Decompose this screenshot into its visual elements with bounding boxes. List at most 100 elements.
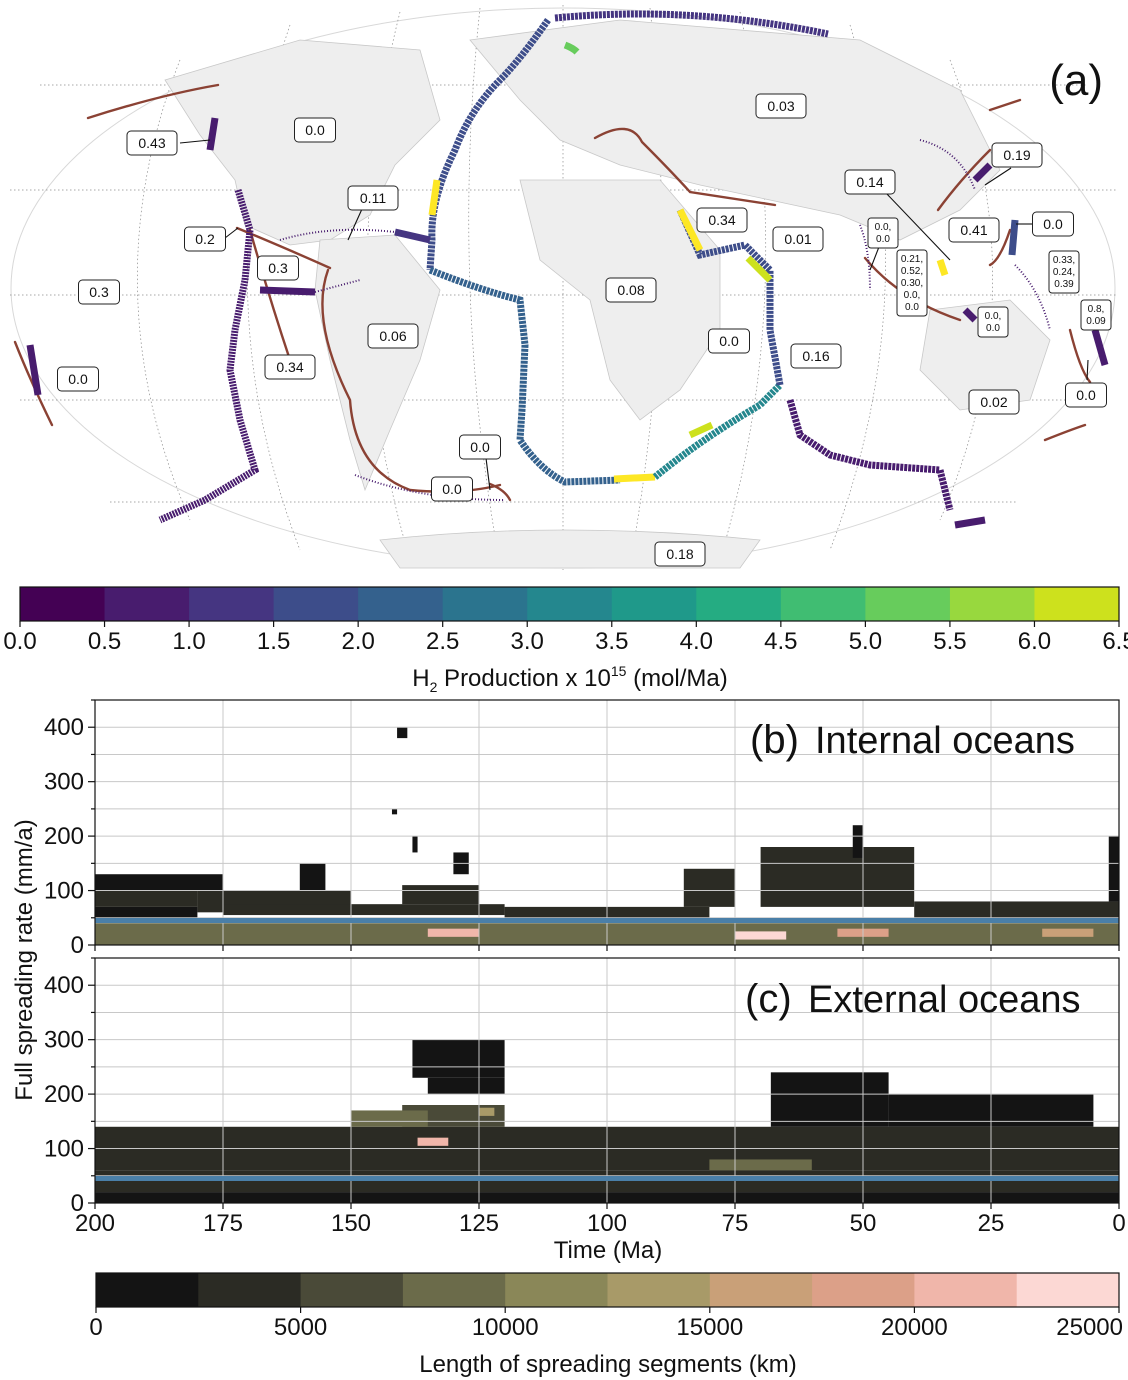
x-tick-label: 25 <box>978 1210 1005 1237</box>
h2-colorbar-bin <box>104 587 190 621</box>
heatmap-cell <box>412 836 418 853</box>
length-colorbar-bin <box>1016 1273 1120 1307</box>
region-value-label: 0.11 <box>347 185 399 211</box>
y-tick-label: 200 <box>44 823 84 850</box>
y-tick-label: 0 <box>71 1190 84 1217</box>
h2-colorbar-bin <box>1034 587 1120 621</box>
y-axis-label: Full spreading rate (mm/a) <box>11 819 38 1100</box>
region-value-label: 0.34 <box>264 354 316 380</box>
length-colorbar-tick-label: 20000 <box>881 1314 948 1341</box>
australia <box>919 299 1051 411</box>
region-value-label: 0.01 <box>772 226 824 252</box>
region-value-label: 0.0 <box>1065 382 1107 408</box>
region-value-label: 0.18 <box>654 541 706 567</box>
h2-colorbar-tick-label: 4.0 <box>680 628 713 655</box>
small-value-text: 0.0 <box>986 323 1000 334</box>
region-value-text: 0.02 <box>980 394 1007 410</box>
small-value-text: 0.09 <box>1086 316 1106 327</box>
h2-colorbar-tick-label: 1.0 <box>172 628 205 655</box>
length-colorbar-bin <box>709 1273 813 1307</box>
h2-label-mid: Production x 10 <box>437 665 610 692</box>
heatmap-cell <box>95 874 223 891</box>
small-value-text: 0.52, <box>901 266 923 277</box>
region-value-text: 0.3 <box>89 284 109 300</box>
h2-label-end: (mol/Ma) <box>626 665 727 692</box>
length-colorbar-bin <box>402 1273 506 1307</box>
y-tick-label: 300 <box>44 1027 84 1054</box>
region-value-text: 0.34 <box>276 359 303 375</box>
heatmap-cell <box>391 808 398 815</box>
region-value-label: 0.3 <box>78 279 120 305</box>
h2-label-sup: 15 <box>611 663 627 679</box>
region-value-text: 0.0 <box>1076 387 1096 403</box>
small-value-text: 0.0, <box>875 222 892 233</box>
x-tick-label: 50 <box>850 1210 877 1237</box>
small-value-labels: 0.0,0.00.21,0.52,0.30,0.0,0.00.0,0.00.33… <box>867 217 1112 338</box>
small-value-text: 0.33, <box>1053 255 1075 266</box>
south-america <box>314 234 441 492</box>
x-tick-label: 0 <box>1112 1210 1125 1237</box>
heatmap-cell <box>95 906 198 918</box>
h2-colorbar-bin <box>358 587 444 621</box>
heatmap-cell <box>223 904 505 916</box>
h2-colorbar-tick-label: 3.0 <box>511 628 544 655</box>
x-axis-label: Time (Ma) <box>554 1237 662 1264</box>
h2-colorbar-bin <box>20 587 106 621</box>
length-colorbar-tick-label: 10000 <box>472 1314 539 1341</box>
length-colorbar: 0 5000 10000 15000 20000 25000 <box>89 1272 1123 1341</box>
heatmap-cell <box>397 727 408 739</box>
region-value-label: 0.34 <box>696 207 748 233</box>
region-value-label: 0.0 <box>708 328 750 354</box>
panel-b-label: (b) <box>750 718 799 762</box>
region-value-text: 0.34 <box>708 212 735 228</box>
h2-colorbar-bin <box>949 587 1035 621</box>
region-value-text: 0.2 <box>195 231 215 247</box>
small-value-label: 0.33,0.24,0.39 <box>1048 250 1080 294</box>
small-value-text: 0.0 <box>905 302 919 313</box>
panel-c-label: (c) <box>745 977 792 1021</box>
heatmap-cell <box>735 931 787 940</box>
small-value-text: 0.0, <box>985 311 1002 322</box>
h2-colorbar-tick-label: 3.5 <box>595 628 628 655</box>
y-tick-label: 100 <box>44 878 84 905</box>
length-colorbar-tick-label: 0 <box>89 1314 102 1341</box>
region-value-label: 0.06 <box>367 323 419 349</box>
h2-colorbar-tick-label: 6.5 <box>1102 628 1128 655</box>
region-value-label: 0.2 <box>184 226 226 252</box>
heatmap-cell <box>1108 836 1119 902</box>
heatmap-cell <box>351 1110 428 1127</box>
region-value-label: 0.14 <box>844 169 896 195</box>
small-value-text: 0.0, <box>904 290 921 301</box>
region-value-text: 0.0 <box>719 333 739 349</box>
x-tick-label: 200 <box>75 1210 115 1237</box>
h2-label-main: H <box>412 665 429 692</box>
h2-colorbar-tick-label: 4.5 <box>764 628 797 655</box>
region-value-label: 0.0 <box>294 117 336 143</box>
h2-colorbar-bin <box>189 587 275 621</box>
region-value-label: 0.03 <box>755 93 807 119</box>
leader-lines <box>179 139 1089 491</box>
heatmap-cell <box>427 928 479 937</box>
heatmap-cell <box>402 885 479 905</box>
x-tick-label: 175 <box>203 1210 243 1237</box>
region-value-text: 0.43 <box>138 135 165 151</box>
heatmap-cell <box>770 1072 889 1127</box>
x-tick-label: 100 <box>587 1210 627 1237</box>
heatmap-cell <box>683 868 735 907</box>
h2-colorbar-tick-label: 2.5 <box>426 628 459 655</box>
region-value-text: 0.08 <box>617 282 644 298</box>
y-tick-label: 0 <box>71 932 84 959</box>
heatmap-cell <box>417 1137 449 1146</box>
region-value-labels: 0.430.00.110.20.30.30.060.340.00.00.00.0… <box>57 93 1107 567</box>
y-tick-label: 300 <box>44 769 84 796</box>
region-value-label: 0.0 <box>57 366 99 392</box>
small-value-label: 0.21,0.52,0.30,0.0,0.0 <box>896 249 928 317</box>
region-value-label: 0.41 <box>948 217 1000 243</box>
small-value-text: 0.8, <box>1088 304 1105 315</box>
h2-colorbar-tick-label: 5.0 <box>849 628 882 655</box>
region-value-label: 0.0 <box>1032 211 1074 237</box>
minor-ridges <box>279 139 1051 501</box>
small-value-label: 0.0,0.0 <box>867 217 899 249</box>
length-colorbar-bin <box>300 1273 404 1307</box>
